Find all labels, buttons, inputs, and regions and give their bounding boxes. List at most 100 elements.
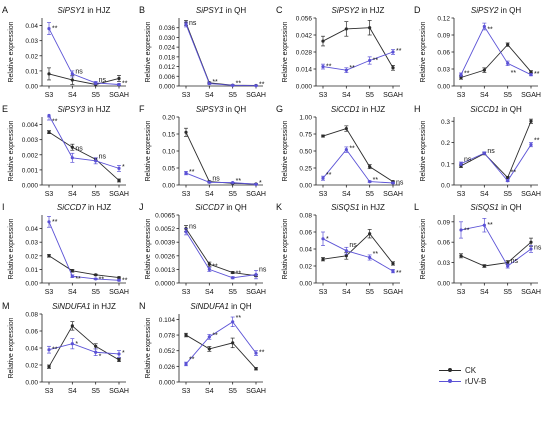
- y-tick-label: 0.03: [437, 67, 450, 74]
- panel-c: C SiPSY2 in HJZ 0.000 0.014 0.028 0.042 0.056 R…: [276, 5, 403, 99]
- y-tick-label: 0.014: [296, 67, 313, 74]
- panel-title-suffix: in QH: [229, 302, 252, 311]
- significance-label: **: [75, 276, 81, 283]
- significance-label: **: [464, 228, 470, 235]
- panel-b: B SiPSY1 in QH 0.000 0.006 0.012 0.018 0.024 0.…: [139, 5, 266, 99]
- y-tick-label: 0.02: [25, 53, 38, 60]
- data-point-ruvb: [70, 72, 74, 76]
- x-tick-label: S4: [68, 92, 77, 99]
- data-point-ruvb: [184, 362, 188, 366]
- data-point-ck: [506, 261, 510, 265]
- panel-letter: N: [139, 301, 146, 311]
- significance-label: **: [122, 277, 128, 284]
- significance-label: **: [396, 48, 402, 55]
- data-point-ruvb: [254, 273, 258, 277]
- series-line-ck: [48, 255, 120, 279]
- x-tick-label: S5: [503, 92, 512, 99]
- panel-n: N SiNDUFA1 in QH 0.000 0.026 0.052 0.078 0.104…: [139, 301, 266, 395]
- series-line-ck: [185, 22, 257, 86]
- panel-i: I SiCCD7 in HJZ 0.00 0.01 0.02 0.03 0.04 Relati…: [2, 202, 129, 296]
- y-tick-label: 0.04: [299, 247, 312, 254]
- data-point-ck: [368, 165, 372, 169]
- x-tick-label: S4: [68, 289, 77, 296]
- significance-label: *: [122, 164, 125, 171]
- panel-d: D SiPSY2 in QH 0.00 0.03 0.06 0.09 0.12 Relativ…: [414, 5, 541, 99]
- series-line-ruvb: [460, 144, 532, 182]
- x-tick-label: S3: [182, 191, 191, 198]
- significance-label: **: [212, 333, 218, 340]
- data-point-ck: [94, 344, 98, 348]
- x-tick-label: S5: [503, 191, 512, 198]
- panel-gene-name: SiPSY3: [58, 105, 86, 114]
- data-point-ruvb: [70, 274, 74, 278]
- x-tick-label: S5: [228, 92, 237, 99]
- panel-title-suffix: in QH: [498, 6, 521, 15]
- panel-h: H SiCCD1 in QH 0.0 0.1 0.2 0.3 Relative expres…: [414, 104, 541, 198]
- panel-title: SiPSY3 in QH: [196, 105, 246, 114]
- panel-title-suffix: in HJZ: [360, 105, 385, 114]
- panel-title-suffix: in QH: [499, 105, 522, 114]
- series-line-ck: [460, 241, 532, 267]
- x-tick-label: SGAH: [109, 191, 129, 198]
- data-point-ruvb: [368, 255, 372, 260]
- y-tick-label: 0.02: [25, 253, 38, 260]
- panel-title-suffix: in HJZ: [85, 6, 110, 15]
- x-tick-label: S5: [365, 92, 374, 99]
- panel-title-suffix: in QH: [223, 105, 246, 114]
- y-tick-label: 0.12: [437, 16, 450, 23]
- significance-label: **: [373, 177, 379, 184]
- panel-gene-name: SiSQS1: [470, 203, 498, 212]
- y-axis-title: Relative expression: [145, 120, 152, 181]
- significance-label: **: [373, 251, 379, 258]
- significance-label: **: [236, 178, 242, 185]
- data-point-ruvb: [184, 171, 188, 175]
- y-tick-label: 0.018: [159, 54, 176, 61]
- legend-item-ruvb: rUV-B: [437, 376, 486, 387]
- x-tick-label: S5: [228, 289, 237, 296]
- x-tick-label: S3: [182, 92, 191, 99]
- y-tick-label: 0.052: [159, 348, 176, 355]
- panel-letter: J: [139, 202, 144, 212]
- y-tick-label: 0.012: [159, 64, 176, 71]
- panel-title-suffix: in HJZ: [360, 203, 385, 212]
- data-point-ruvb: [368, 58, 372, 63]
- data-point-ck: [529, 240, 533, 244]
- y-tick-label: 0.000: [22, 183, 39, 190]
- significance-label: **: [487, 26, 493, 33]
- significance-label: **: [212, 79, 218, 86]
- panel-gene-name: SiCCD1: [331, 105, 360, 114]
- significance-label: **: [52, 347, 58, 354]
- data-point-ruvb: [117, 352, 121, 356]
- series-line-ck: [185, 228, 257, 277]
- series-line-ck: [322, 233, 394, 264]
- data-point-ck: [344, 126, 348, 131]
- panel-letter: B: [139, 5, 145, 15]
- x-tick-label: S4: [480, 191, 489, 198]
- series-line-ck: [48, 131, 120, 181]
- series-line-ck: [48, 325, 120, 367]
- data-point-ruvb: [94, 277, 98, 281]
- panel-gene-name: SiSQS1: [331, 203, 359, 212]
- y-tick-label: 0.00: [25, 281, 38, 288]
- data-point-ruvb: [321, 237, 325, 241]
- panel-title-suffix: in QH: [223, 6, 246, 15]
- series-line-ruvb: [460, 25, 532, 76]
- x-tick-label: S4: [205, 92, 214, 99]
- panel-title: SiSQS1 in QH: [470, 203, 521, 212]
- y-tick-label: 0.0013: [155, 267, 175, 274]
- x-tick-label: S4: [480, 289, 489, 296]
- data-point-ruvb: [117, 166, 121, 170]
- data-point-ruvb: [231, 181, 235, 185]
- series-line-ruvb: [185, 321, 257, 365]
- data-point-ruvb: [344, 68, 348, 72]
- series-line-ck: [460, 43, 532, 78]
- significance-label: ns: [212, 176, 220, 183]
- y-tick-label: 0.104: [159, 317, 176, 324]
- y-tick-label: 0.75: [299, 132, 312, 139]
- data-point-ck: [47, 254, 51, 258]
- data-point-ruvb: [207, 267, 211, 271]
- y-tick-label: 0.078: [159, 333, 176, 340]
- y-tick-label: 0.2: [441, 140, 450, 147]
- panel-letter: C: [276, 5, 283, 15]
- y-tick-label: 0.00: [162, 183, 175, 190]
